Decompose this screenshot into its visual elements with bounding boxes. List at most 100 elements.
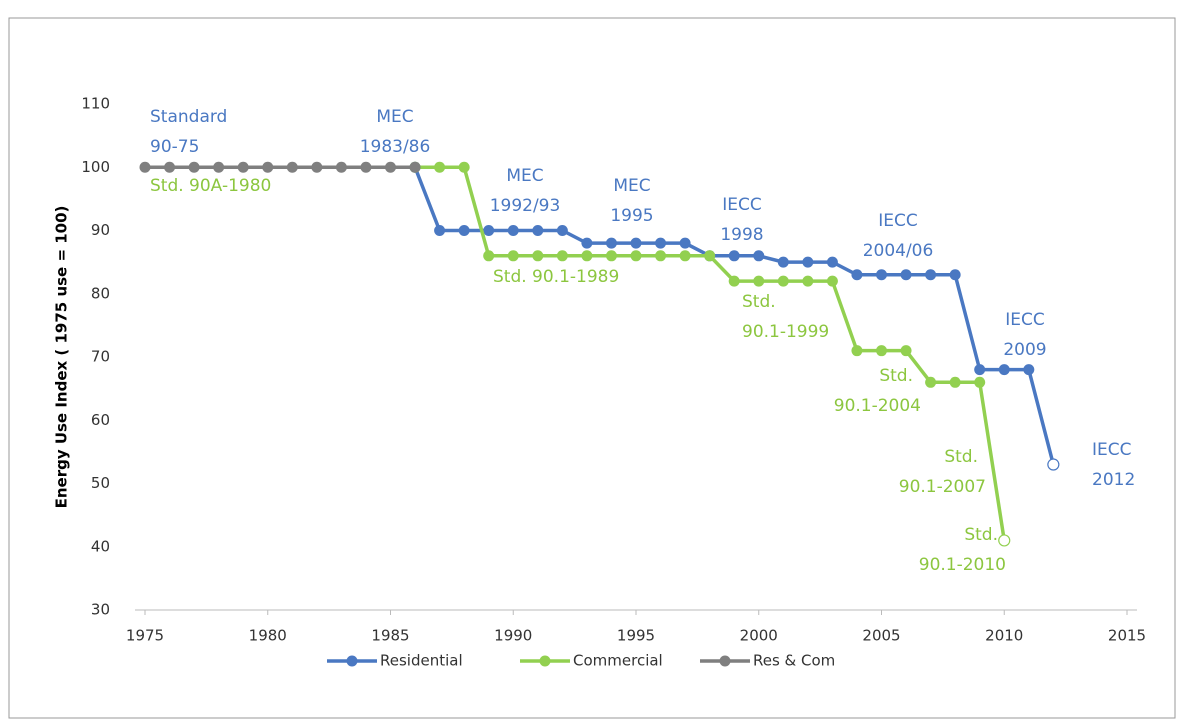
- data-point: [581, 250, 593, 262]
- data-point: [483, 225, 495, 236]
- data-point: [237, 161, 249, 173]
- data-point: [556, 225, 568, 236]
- annotation: 1995: [610, 206, 653, 226]
- annotation: MEC: [506, 166, 543, 186]
- annotation: 90.1-2007: [899, 477, 986, 497]
- y-tick-label: 30: [91, 601, 110, 619]
- data-point: [556, 250, 568, 262]
- data-point: [753, 275, 765, 287]
- data-point: [434, 161, 446, 173]
- data-point: [802, 256, 814, 268]
- x-tick-label: 2000: [740, 627, 778, 645]
- data-point: [900, 269, 912, 281]
- annotation: 90.1-2010: [919, 555, 1006, 575]
- annotation: 1998: [720, 225, 763, 245]
- data-point: [728, 275, 740, 287]
- data-point: [164, 161, 176, 173]
- data-point: [655, 250, 667, 262]
- data-point: [188, 161, 200, 173]
- annotation: IECC: [1005, 310, 1045, 330]
- annotation: Std. 90.1-1989: [493, 267, 619, 287]
- data-point: [360, 161, 372, 173]
- y-axis-label: Energy Use Index ( 1975 use = 100): [53, 206, 71, 509]
- data-point: [974, 376, 986, 388]
- annotation: 1992/93: [490, 196, 561, 216]
- annotation: 1983/86: [360, 137, 431, 157]
- annotation: IECC: [1092, 440, 1132, 460]
- data-point: [213, 161, 225, 173]
- data-point: [409, 161, 421, 173]
- data-point: [998, 364, 1010, 376]
- annotation: MEC: [376, 107, 413, 127]
- legend-label: Commercial: [573, 652, 663, 670]
- data-point: [532, 225, 544, 236]
- data-point: [458, 225, 470, 236]
- x-tick-label: 2015: [1108, 627, 1146, 645]
- data-point: [925, 376, 937, 388]
- annotation: Std.: [964, 525, 998, 545]
- y-tick-label: 60: [91, 411, 110, 429]
- data-point: [581, 237, 593, 249]
- y-tick-label: 90: [91, 221, 110, 239]
- x-tick-label: 1980: [249, 627, 287, 645]
- annotation: Standard: [150, 107, 227, 127]
- chart-frame: [8, 17, 1176, 719]
- x-tick-label: 1985: [371, 627, 409, 645]
- data-point: [385, 161, 396, 173]
- data-point: [655, 237, 667, 249]
- data-point: [876, 269, 887, 281]
- data-point: [826, 275, 838, 287]
- data-point: [949, 376, 961, 388]
- x-tick-label: 2005: [862, 627, 900, 645]
- y-tick-label: 80: [91, 284, 110, 302]
- y-tick-label: 70: [91, 348, 110, 366]
- data-point: [826, 256, 838, 268]
- data-point: [311, 161, 323, 173]
- data-point: [802, 275, 814, 287]
- legend-marker: [539, 655, 551, 667]
- data-point: [1047, 458, 1060, 471]
- y-tick-label: 110: [81, 95, 110, 113]
- legend-marker: [719, 655, 731, 667]
- data-point: [851, 345, 863, 357]
- data-point: [876, 345, 887, 357]
- y-tick-label: 100: [81, 158, 110, 176]
- data-point: [753, 250, 765, 262]
- annotation: 2004/06: [863, 241, 934, 261]
- annotation: Std. 90A-1980: [150, 176, 271, 196]
- data-point: [777, 275, 789, 287]
- x-tick-label: 1990: [494, 627, 532, 645]
- data-point: [458, 161, 470, 173]
- data-point: [286, 161, 298, 173]
- data-point: [925, 269, 937, 281]
- data-point: [605, 250, 617, 262]
- data-point: [679, 237, 691, 249]
- annotation: 2012: [1092, 470, 1135, 490]
- data-point: [262, 161, 274, 173]
- annotation: IECC: [722, 195, 762, 215]
- annotation: 90.1-1999: [742, 322, 829, 342]
- legend-label: Residential: [380, 652, 463, 670]
- y-tick-label: 40: [91, 537, 110, 555]
- data-point: [851, 269, 863, 281]
- data-point: [777, 256, 789, 268]
- annotation: 90-75: [150, 137, 199, 157]
- x-tick-label: 2010: [985, 627, 1023, 645]
- data-point: [605, 237, 617, 249]
- data-point: [434, 225, 446, 236]
- y-tick-label: 50: [91, 474, 110, 492]
- annotation: 2009: [1003, 340, 1046, 360]
- data-point: [532, 250, 544, 262]
- data-point: [974, 364, 986, 376]
- data-point: [139, 161, 151, 173]
- annotation: 90.1-2004: [834, 396, 921, 416]
- x-tick-label: 1995: [617, 627, 655, 645]
- data-point: [728, 250, 740, 262]
- data-point: [483, 250, 495, 262]
- data-point: [679, 250, 691, 262]
- data-point: [1023, 364, 1035, 376]
- data-point: [507, 225, 519, 236]
- data-point: [335, 161, 347, 173]
- annotation: Std.: [742, 292, 776, 312]
